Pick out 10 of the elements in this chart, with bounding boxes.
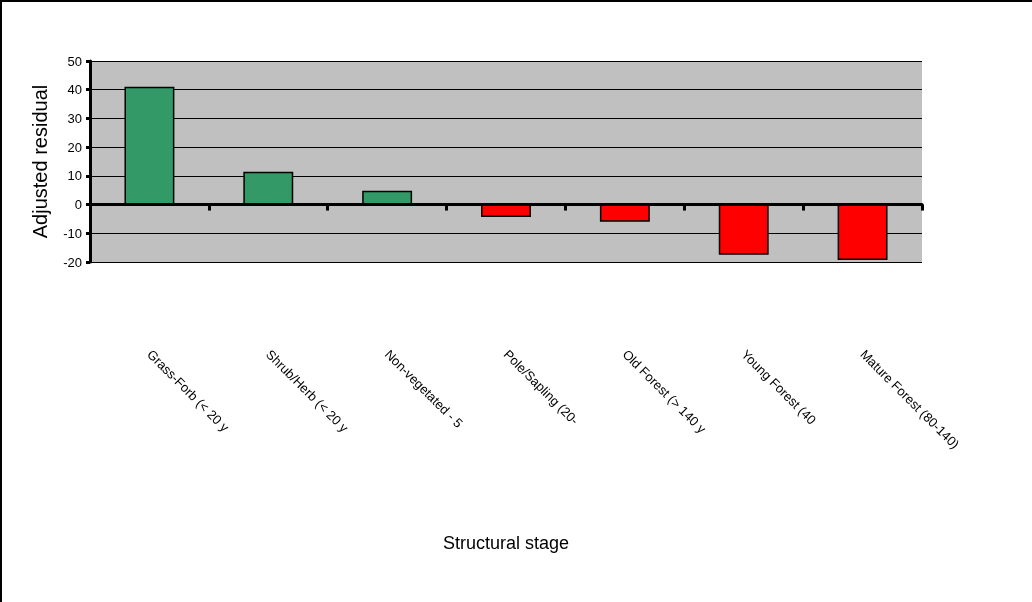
y-tick-label: 10 — [67, 168, 82, 184]
y-axis-title: Adjusted residual — [29, 84, 51, 239]
y-tick-label: 40 — [67, 82, 82, 98]
x-axis-title: Structural stage — [442, 533, 570, 553]
y-tick-label: 0 — [74, 197, 82, 213]
y-tick-label: 20 — [67, 139, 82, 155]
y-tick-label: -20 — [63, 254, 82, 270]
y-tick-label: 30 — [67, 110, 82, 126]
y-tick-label: 50 — [67, 53, 82, 69]
y-tick-label: -10 — [63, 225, 82, 241]
